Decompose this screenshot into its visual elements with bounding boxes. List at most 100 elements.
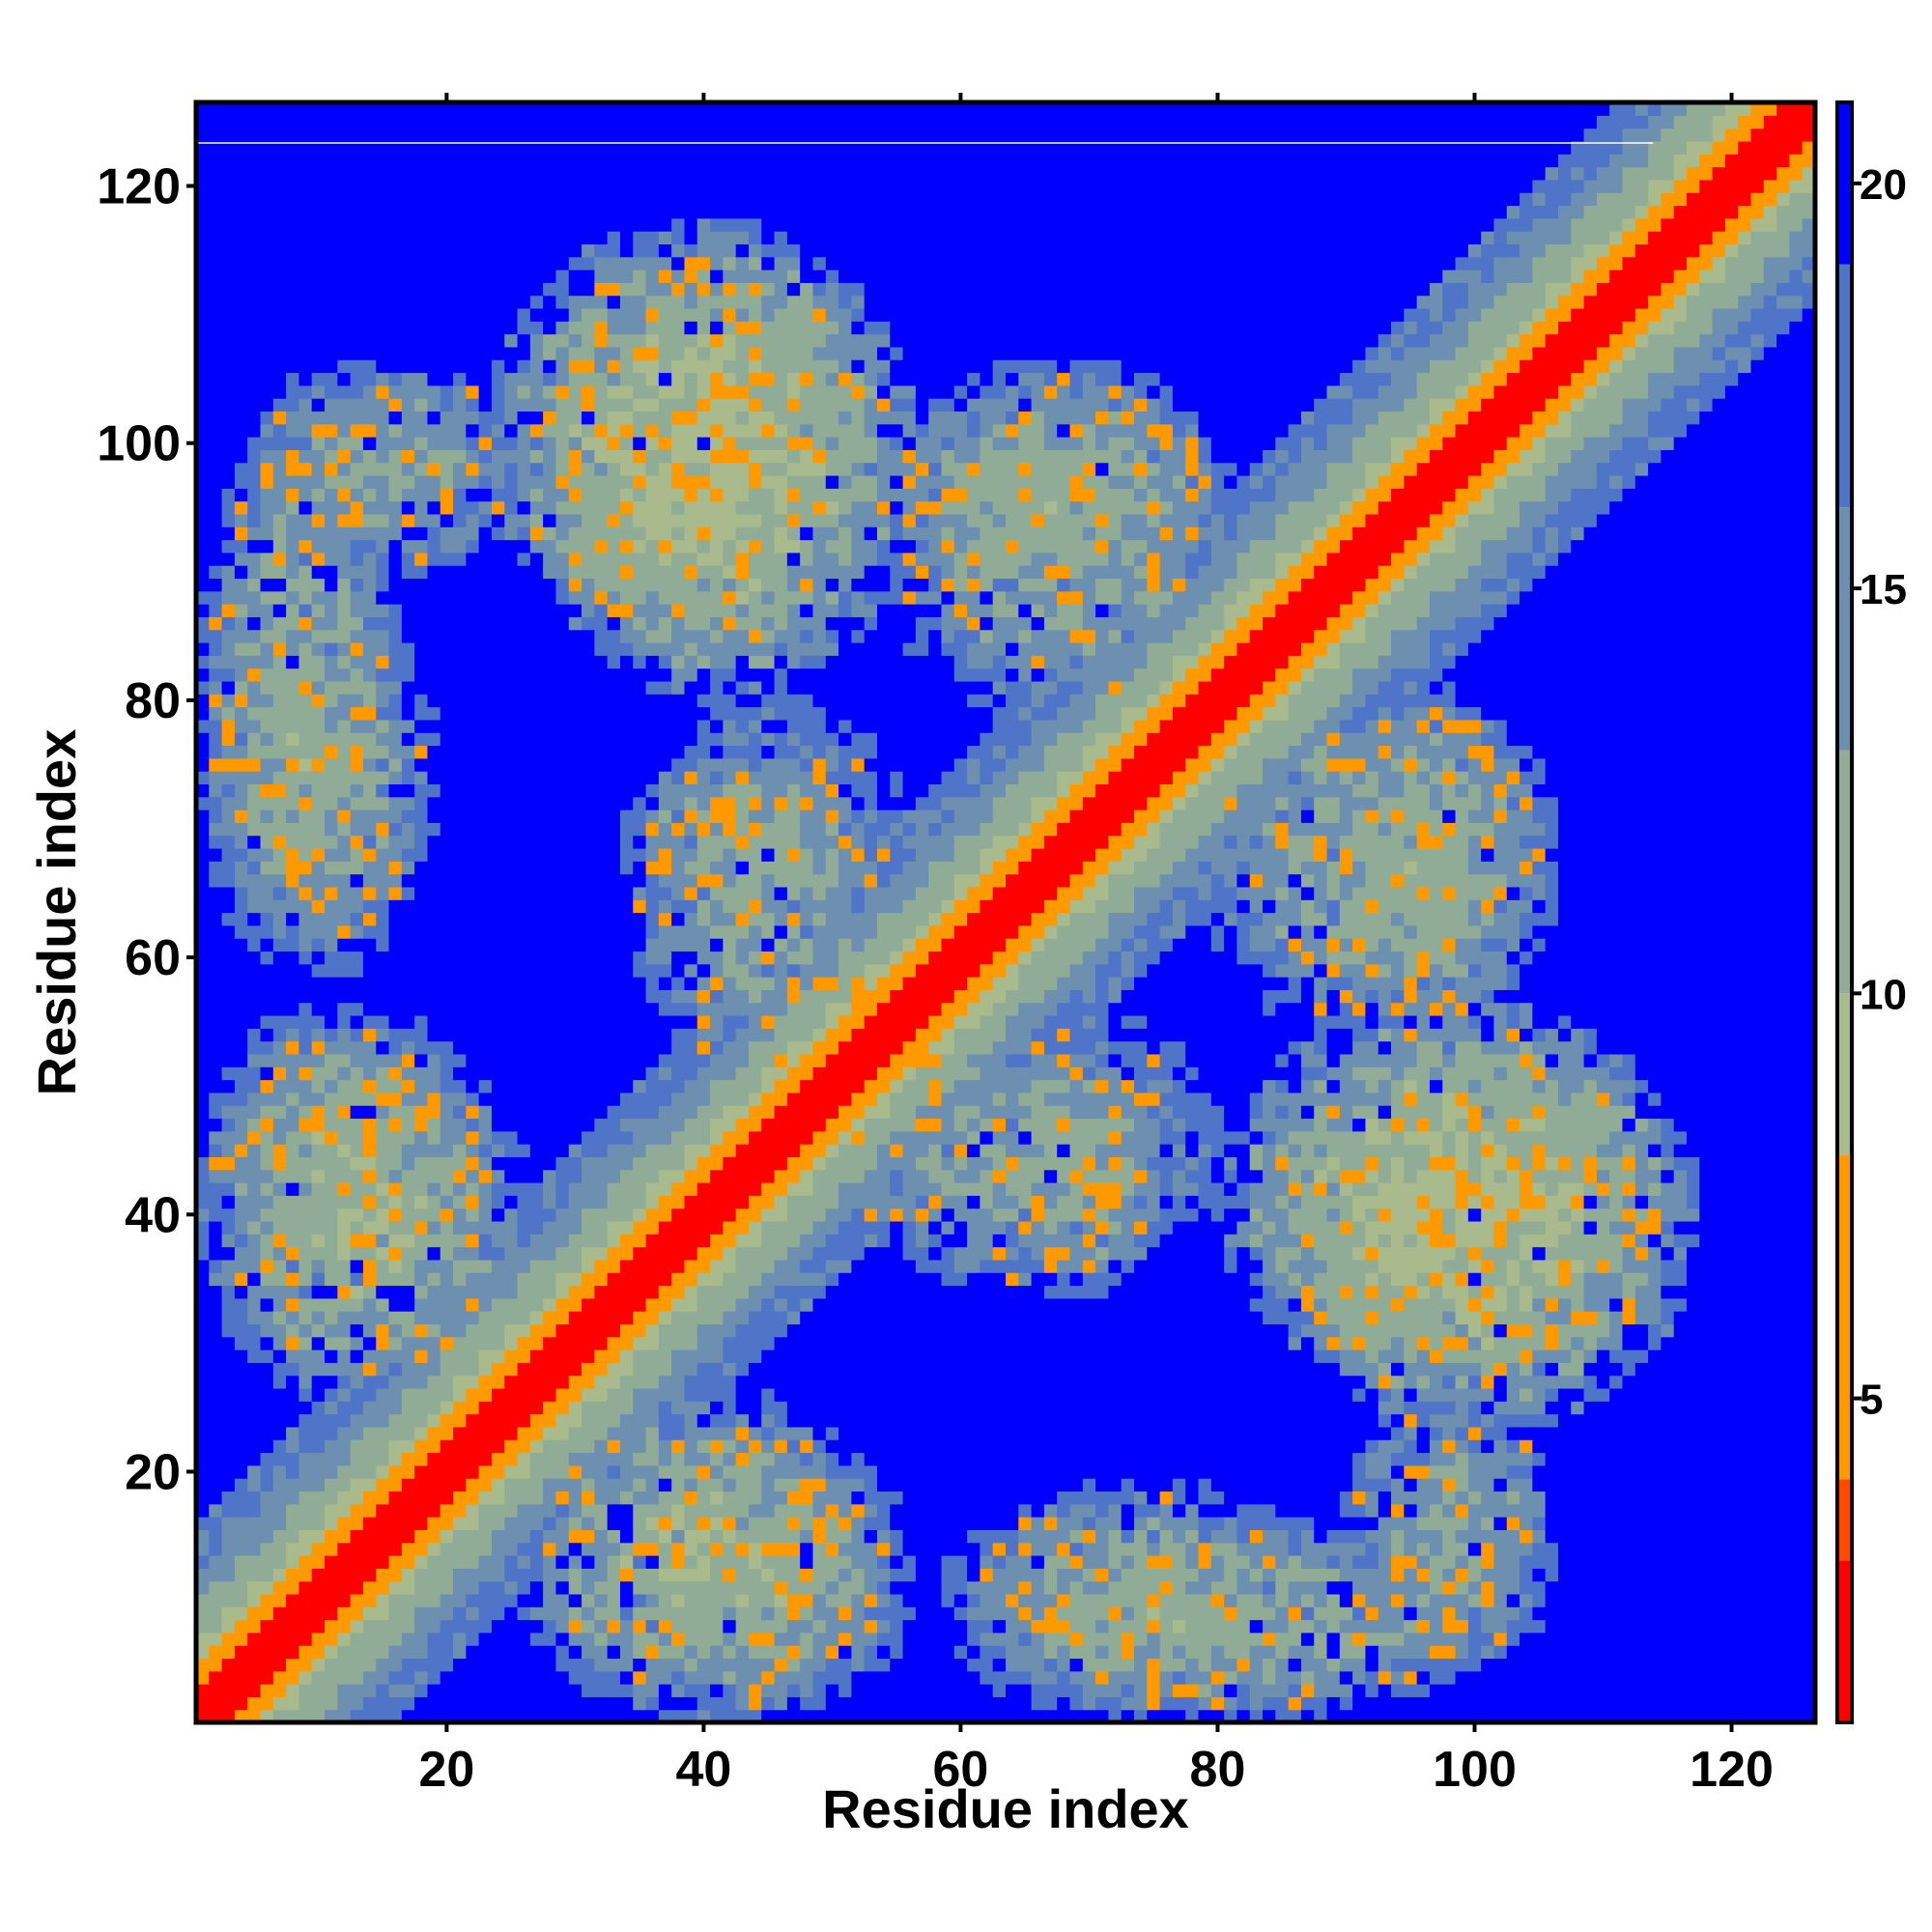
heatmap-cell <box>209 1118 223 1132</box>
heatmap-cell <box>582 565 595 580</box>
heatmap-cell <box>582 1645 595 1660</box>
heatmap-cell <box>325 1619 338 1634</box>
heatmap-cell <box>568 810 582 823</box>
heatmap-cell <box>298 1375 313 1389</box>
heatmap-cell <box>529 1040 544 1055</box>
heatmap-cell <box>362 1362 377 1377</box>
heatmap-cell <box>209 835 223 849</box>
heatmap-cell <box>696 1079 711 1094</box>
heatmap-cell <box>568 1195 582 1209</box>
heatmap-cell <box>260 963 274 978</box>
heatmap-cell <box>696 1529 711 1544</box>
heatmap-cell <box>196 437 210 450</box>
heatmap-cell <box>362 128 377 142</box>
heatmap-cell <box>247 437 262 450</box>
heatmap-cell <box>298 1053 313 1067</box>
heatmap-cell <box>311 398 326 412</box>
heatmap-cell <box>684 384 698 399</box>
heatmap-cell <box>234 1323 248 1338</box>
heatmap-cell <box>414 873 429 888</box>
heatmap-cell <box>504 411 519 425</box>
heatmap-cell <box>645 513 660 527</box>
heatmap-cell <box>671 1542 686 1556</box>
heatmap-cell <box>504 1568 519 1582</box>
heatmap-cell <box>491 616 505 631</box>
heatmap-cell <box>658 912 672 926</box>
heatmap-cell <box>362 745 377 759</box>
heatmap-cell <box>286 1439 300 1454</box>
heatmap-cell <box>607 1297 621 1312</box>
heatmap-cell <box>414 231 429 245</box>
heatmap-cell <box>607 128 621 142</box>
heatmap-cell <box>401 783 415 798</box>
heatmap-cell <box>491 488 505 502</box>
heatmap-cell <box>607 1259 621 1273</box>
heatmap-cell <box>286 642 300 656</box>
heatmap-cell <box>543 1066 557 1081</box>
heatmap-cell <box>658 1079 672 1094</box>
heatmap-cell <box>286 1014 300 1029</box>
heatmap-cell <box>298 282 313 297</box>
heatmap-cell <box>260 706 274 721</box>
heatmap-cell <box>684 1028 698 1042</box>
heatmap-cell <box>466 346 480 360</box>
heatmap-cell <box>260 1568 274 1582</box>
heatmap-cell <box>607 539 621 554</box>
heatmap-cell <box>427 1632 441 1646</box>
heatmap-cell <box>325 604 338 617</box>
heatmap-cell <box>388 1028 403 1042</box>
heatmap-cell <box>247 680 262 695</box>
heatmap-cell <box>414 938 429 952</box>
heatmap-cell <box>619 1387 634 1402</box>
heatmap-cell <box>272 1606 287 1621</box>
heatmap-cell <box>221 1593 236 1607</box>
heatmap-cell <box>298 1323 313 1338</box>
heatmap-cell <box>388 745 403 759</box>
heatmap-cell <box>286 166 300 181</box>
heatmap-cell <box>504 590 519 605</box>
heatmap-cell <box>234 1066 248 1081</box>
heatmap-cell <box>696 1053 711 1067</box>
heatmap-cell <box>362 1401 377 1415</box>
heatmap-cell <box>440 1517 454 1530</box>
heatmap-cell <box>401 513 415 527</box>
heatmap-cell <box>286 437 300 450</box>
heatmap-cell <box>234 500 248 515</box>
heatmap-cell <box>401 398 415 412</box>
heatmap-cell <box>440 307 454 322</box>
heatmap-cell <box>350 1066 364 1081</box>
heatmap-cell <box>414 924 429 939</box>
heatmap-cell <box>427 977 441 990</box>
heatmap-cell <box>517 1053 531 1067</box>
heatmap-cell <box>645 1670 660 1685</box>
heatmap-cell <box>350 1234 364 1248</box>
heatmap-cell <box>221 192 236 207</box>
heatmap-cell <box>645 140 660 155</box>
heatmap-cell <box>401 359 415 374</box>
heatmap-cell <box>221 1311 236 1325</box>
heatmap-cell <box>529 757 544 772</box>
heatmap-cell <box>350 1118 364 1132</box>
heatmap-cell <box>260 333 274 348</box>
heatmap-cell <box>388 539 403 554</box>
heatmap-cell <box>362 437 377 450</box>
heatmap-cell <box>234 668 248 682</box>
heatmap-cell <box>286 217 300 232</box>
heatmap-cell <box>221 1362 236 1377</box>
heatmap-cell <box>247 822 262 837</box>
heatmap-cell <box>234 256 248 270</box>
heatmap-cell <box>645 745 660 759</box>
heatmap-cell <box>671 873 686 888</box>
heatmap-cell <box>645 115 660 129</box>
heatmap-cell <box>568 565 582 580</box>
heatmap-cell <box>529 140 544 155</box>
heatmap-cell <box>272 1285 287 1299</box>
heatmap-cell <box>453 873 467 888</box>
heatmap-cell <box>196 1028 210 1042</box>
heatmap-cell <box>247 359 262 374</box>
heatmap-cell <box>247 307 262 322</box>
heatmap-cell <box>401 1580 415 1595</box>
heatmap-cell <box>594 745 609 759</box>
heatmap-cell <box>529 1144 544 1157</box>
heatmap-cell <box>286 1156 300 1171</box>
